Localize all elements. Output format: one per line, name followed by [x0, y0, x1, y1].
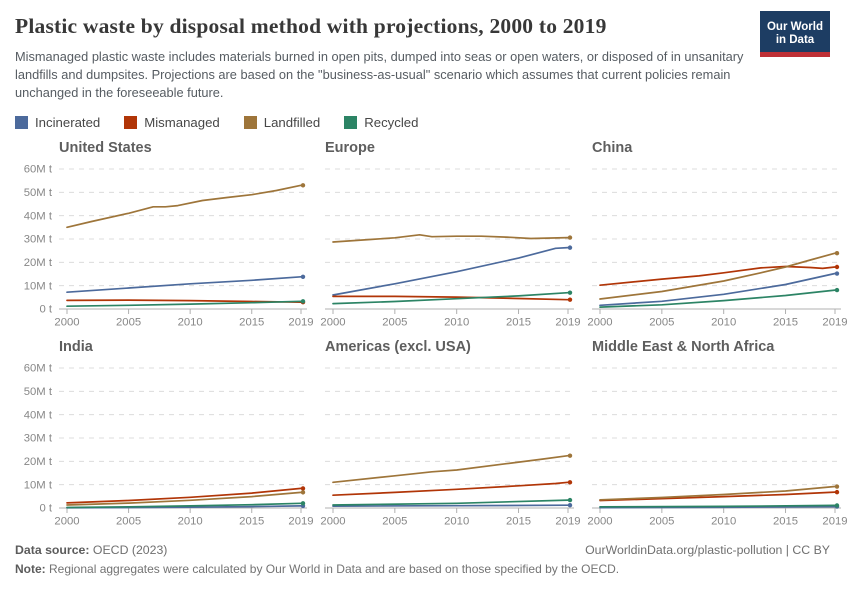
legend-label: Landfilled — [263, 115, 321, 131]
svg-text:2015: 2015 — [506, 317, 531, 329]
svg-text:2000: 2000 — [320, 516, 345, 528]
legend-item-incinerated[interactable]: Incinerated — [15, 115, 100, 130]
chart-panel-china: 2000 2005 2010 2015 2019 China — [587, 140, 847, 329]
legend-item-mismanaged[interactable]: Mismanaged — [124, 115, 220, 130]
svg-text:2015: 2015 — [773, 516, 798, 528]
svg-text:40M t: 40M t — [24, 211, 53, 223]
svg-text:2019: 2019 — [822, 317, 847, 329]
svg-text:30M t: 30M t — [24, 433, 53, 445]
legend-item-recycled[interactable]: Recycled — [344, 115, 418, 130]
svg-text:Americas (excl. USA): Americas (excl. USA) — [325, 339, 471, 355]
data-source-label: Data source: — [15, 543, 90, 558]
legend-label: Mismanaged — [144, 115, 220, 131]
data-source-value: OECD (2023) — [89, 543, 168, 558]
svg-text:2010: 2010 — [711, 516, 736, 528]
chart-panel-middle-east-north-africa: 2000 2005 2010 2015 2019 Middle East & North … — [587, 339, 847, 528]
svg-text:2015: 2015 — [239, 317, 264, 329]
legend-label: Recycled — [364, 115, 419, 131]
mismanaged-swatch-icon — [124, 116, 138, 130]
svg-text:30M t: 30M t — [24, 234, 53, 246]
owid-logo-line2: in Data — [775, 34, 815, 46]
svg-text:2019: 2019 — [288, 516, 313, 528]
footer-note-value: Regional aggregates were calculated by O… — [45, 562, 620, 577]
svg-text:United States: United States — [59, 140, 152, 156]
svg-text:2000: 2000 — [587, 516, 612, 528]
svg-text:Europe: Europe — [325, 140, 375, 156]
svg-text:2005: 2005 — [649, 317, 674, 329]
svg-text:2015: 2015 — [773, 317, 798, 329]
svg-text:2000: 2000 — [54, 317, 79, 329]
svg-text:China: China — [592, 140, 633, 156]
svg-text:2000: 2000 — [587, 317, 612, 329]
footer: Data source: OECD (2023) OurWorldinData.… — [15, 543, 830, 576]
svg-text:60M t: 60M t — [24, 363, 53, 375]
svg-text:2019: 2019 — [555, 317, 580, 329]
svg-text:50M t: 50M t — [24, 387, 53, 399]
svg-text:2010: 2010 — [178, 317, 203, 329]
svg-text:60M t: 60M t — [24, 164, 53, 176]
chart-panel-europe: 2000 2005 2010 2015 2019 Europe — [320, 140, 580, 329]
svg-text:2010: 2010 — [444, 516, 469, 528]
svg-text:2005: 2005 — [649, 516, 674, 528]
svg-text:India: India — [59, 339, 94, 355]
chart-subtitle: Mismanaged plastic waste includes materi… — [15, 49, 744, 101]
svg-text:2010: 2010 — [178, 516, 203, 528]
svg-text:2005: 2005 — [382, 317, 407, 329]
incinerated-swatch-icon — [15, 116, 28, 130]
svg-text:10M t: 10M t — [24, 480, 53, 492]
footer-note-label: Note: — [15, 562, 46, 577]
recycled-swatch-icon — [344, 116, 358, 130]
svg-text:2005: 2005 — [116, 516, 141, 528]
page-title: Plastic waste by disposal method with pr… — [15, 14, 607, 38]
svg-text:20M t: 20M t — [24, 457, 53, 469]
chart-panel-united-states: 2000 2005 2010 2015 2019 0 t 10M t 20M t 30M t 40… — [24, 140, 314, 329]
svg-text:2019: 2019 — [555, 516, 580, 528]
svg-text:2010: 2010 — [444, 317, 469, 329]
chart-panel-americas-excl-usa: 2000 2005 2010 2015 2019 Americas (excl. USA) — [320, 339, 580, 528]
chart-panel-india: 2000 2005 2010 2015 2019 0 t 10M t 20M t 30M t 40… — [24, 339, 314, 528]
footer-note: Note: Regional aggregates were calculate… — [15, 562, 830, 576]
svg-text:2015: 2015 — [506, 516, 531, 528]
svg-text:20M t: 20M t — [24, 258, 53, 270]
svg-text:40M t: 40M t — [24, 410, 53, 422]
svg-text:2005: 2005 — [382, 516, 407, 528]
svg-text:2000: 2000 — [320, 317, 345, 329]
svg-text:10M t: 10M t — [24, 281, 53, 293]
legend-item-landfilled[interactable]: Landfilled — [243, 115, 321, 131]
svg-text:50M t: 50M t — [24, 188, 53, 200]
owid-logo[interactable]: Our World in Data — [760, 11, 830, 57]
svg-text:2015: 2015 — [239, 516, 264, 528]
svg-text:0 t: 0 t — [39, 304, 52, 316]
svg-text:Middle East & North Africa: Middle East & North Africa — [592, 339, 775, 355]
landfilled-swatch-icon — [243, 116, 257, 130]
owid-logo-line1: Our World — [766, 20, 823, 33]
svg-text:2019: 2019 — [288, 317, 313, 329]
svg-text:2005: 2005 — [116, 317, 141, 329]
owid-logo-stripe — [760, 52, 830, 57]
data-source: Data source: OECD (2023) — [15, 543, 167, 557]
svg-text:2010: 2010 — [711, 317, 736, 329]
header: Plastic waste by disposal method with pr… — [15, 11, 830, 57]
legend-label: Incinerated — [35, 115, 101, 131]
svg-text:2000: 2000 — [54, 516, 79, 528]
svg-text:2019: 2019 — [822, 516, 847, 528]
owid-url-link[interactable]: OurWorldinData.org/plastic-pollution | C… — [585, 543, 830, 558]
small-multiples-grid: 2000 2005 2010 2015 2019 0 t 10M t 20M t 30M t 40… — [15, 137, 848, 528]
svg-text:0 t: 0 t — [39, 503, 52, 515]
legend: Incinerated Mismanaged Landfilled Recycl… — [15, 115, 830, 130]
